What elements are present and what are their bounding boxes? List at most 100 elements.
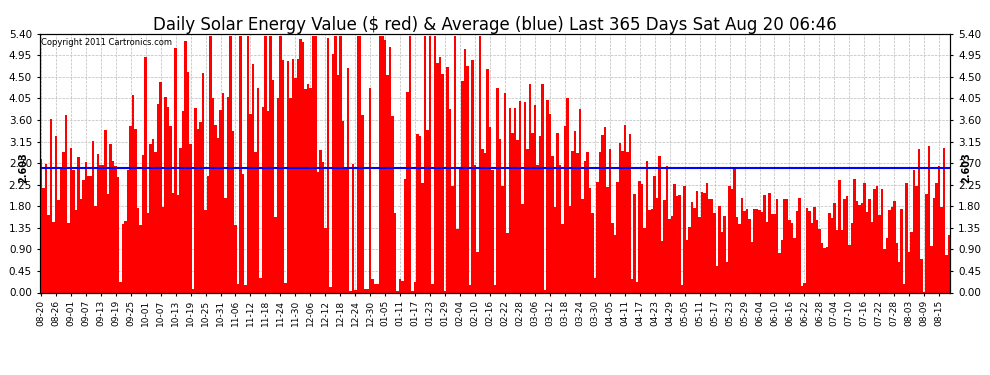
Bar (561, 224, 563, 292)
Bar (616, 182, 619, 292)
Bar (743, 211, 745, 292)
Bar (222, 93, 225, 292)
Bar (544, 290, 546, 292)
Bar (880, 189, 883, 292)
Bar (82, 180, 84, 292)
Bar (192, 290, 194, 292)
Bar (446, 68, 448, 292)
Bar (923, 291, 926, 292)
Bar (225, 198, 227, 292)
Bar (74, 210, 77, 292)
Bar (251, 64, 254, 292)
Bar (259, 278, 261, 292)
Bar (546, 100, 548, 292)
Bar (52, 222, 54, 292)
Bar (67, 224, 69, 292)
Bar (781, 240, 783, 292)
Bar (709, 199, 711, 292)
Bar (237, 284, 240, 292)
Bar (773, 214, 776, 292)
Bar (276, 98, 279, 292)
Bar (346, 68, 349, 292)
Bar (848, 244, 850, 292)
Bar (883, 249, 885, 292)
Bar (107, 194, 110, 292)
Bar (726, 262, 729, 292)
Bar (59, 168, 62, 292)
Bar (885, 238, 888, 292)
Bar (110, 144, 112, 292)
Bar (878, 215, 880, 292)
Bar (691, 202, 693, 292)
Bar (451, 186, 453, 292)
Bar (374, 284, 376, 292)
Bar (931, 246, 933, 292)
Bar (219, 110, 222, 292)
Bar (115, 166, 117, 292)
Bar (893, 201, 896, 292)
Bar (586, 152, 589, 292)
Bar (384, 40, 386, 292)
Bar (424, 36, 427, 292)
Bar (542, 84, 544, 292)
Bar (337, 75, 339, 292)
Bar (345, 169, 346, 292)
Bar (858, 205, 860, 292)
Bar (906, 183, 908, 292)
Bar (818, 229, 821, 292)
Bar (127, 170, 130, 292)
Bar (414, 282, 417, 292)
Bar (242, 174, 245, 292)
Bar (834, 203, 836, 292)
Bar (511, 132, 514, 292)
Bar (461, 81, 463, 292)
Bar (514, 108, 516, 292)
Bar (379, 36, 381, 292)
Bar (763, 195, 765, 292)
Bar (666, 166, 668, 292)
Bar (581, 199, 583, 292)
Bar (808, 211, 811, 292)
Bar (94, 206, 97, 292)
Bar (92, 141, 94, 292)
Bar (442, 74, 444, 292)
Bar (563, 126, 566, 292)
Bar (599, 153, 601, 292)
Bar (945, 255, 947, 292)
Bar (786, 198, 788, 292)
Bar (89, 176, 92, 292)
Bar (750, 242, 753, 292)
Bar (926, 194, 928, 292)
Bar (589, 188, 591, 292)
Bar (566, 98, 568, 292)
Bar (189, 144, 192, 292)
Bar (688, 227, 691, 292)
Bar (641, 184, 644, 292)
Bar (342, 121, 345, 292)
Bar (676, 196, 678, 292)
Bar (249, 114, 251, 292)
Bar (437, 63, 439, 292)
Bar (527, 149, 529, 292)
Text: 2.603: 2.603 (961, 152, 971, 183)
Bar (631, 279, 634, 292)
Bar (364, 289, 366, 292)
Bar (624, 125, 626, 292)
Bar (145, 57, 147, 292)
Bar (356, 36, 359, 292)
Bar (596, 182, 599, 292)
Bar (673, 184, 676, 292)
Bar (719, 206, 721, 292)
Bar (197, 129, 199, 292)
Bar (466, 66, 469, 292)
Bar (481, 149, 484, 292)
Bar (601, 135, 604, 292)
Bar (896, 243, 898, 292)
Bar (619, 142, 621, 292)
Bar (714, 213, 716, 292)
Bar (701, 192, 703, 292)
Bar (179, 148, 182, 292)
Bar (860, 203, 863, 292)
Bar (177, 195, 179, 292)
Bar (621, 151, 624, 292)
